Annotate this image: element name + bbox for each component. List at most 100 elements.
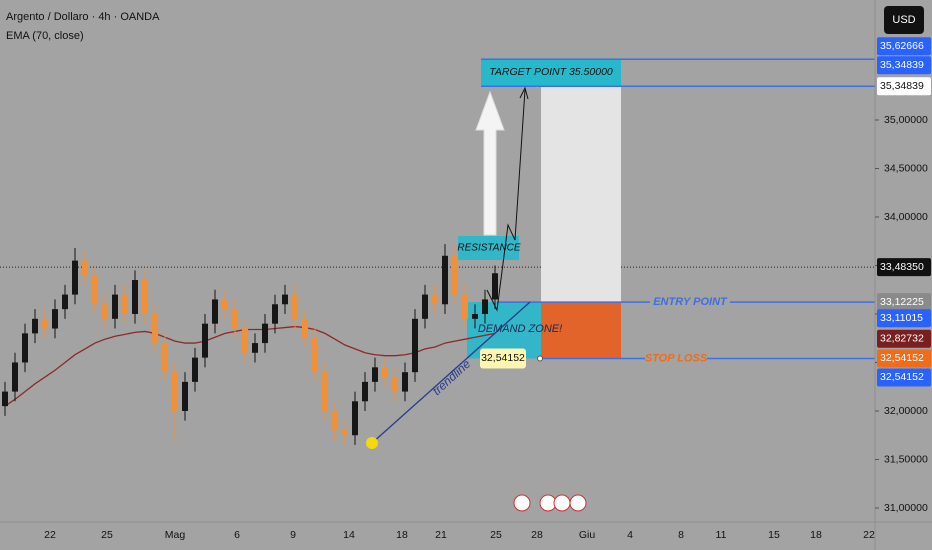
candle-body [322,372,328,411]
candle-body [332,410,338,431]
x-tick-label: 25 [101,529,113,541]
candle-body [252,343,258,353]
x-tick-label: 22 [44,529,56,541]
candle-body [92,275,98,305]
candle-body [382,367,388,378]
candle-body [62,294,68,310]
up-arrow [475,90,505,236]
currency-button[interactable] [884,6,924,34]
stop-tag-dot [537,355,543,362]
candle-body [12,362,18,392]
candle-body [192,357,198,382]
candle-body [412,318,418,373]
price-tag-label: 33,48350 [880,261,924,273]
price-tag-label: 32,54152 [880,371,924,383]
price-tag [877,37,931,56]
entry-label: ENTRY POINT [653,296,728,308]
candle-body [272,304,278,324]
event-flags [513,494,587,512]
x-tick-label: 8 [678,529,684,541]
y-tick-label: 35,00000 [884,114,928,126]
price-tag [877,349,931,368]
demand-zone-label: DEMAND ZONE! [478,323,562,335]
y-tick-label: 31,00000 [884,502,928,514]
stop-label: STOP LOSS [645,352,708,364]
x-tick-label: 28 [531,529,543,541]
x-tick-label: Giu [579,529,596,541]
candle-body [172,372,178,411]
candle-body [432,294,438,305]
y-tick-label: 34,00000 [884,211,928,223]
x-tick-label: 21 [435,529,447,541]
price-tag [877,309,931,328]
target-zone [541,86,621,303]
candle-body [292,294,298,319]
candle-body [422,294,428,319]
candle-body [352,401,358,436]
price-tag [877,258,931,277]
resistance-label: RESISTANCE [457,243,520,254]
x-tick-label: 18 [396,529,408,541]
y-tick-label: 31,50000 [884,453,928,465]
x-tick-label: 11 [716,529,727,541]
x-tick-label: 6 [234,529,240,541]
candle-body [362,381,368,402]
swing-low-dot [366,437,378,449]
projection-arrowhead [519,86,529,100]
candle-body [2,391,8,407]
candle-body [162,343,168,373]
y-tick-label: 34,50000 [884,162,928,174]
stop-tag: 32,54152 [481,352,525,364]
stop-label-bg [645,350,707,367]
candle-body [312,338,318,373]
entry-label-bg [650,294,730,311]
projection-path [486,89,526,312]
x-tick-label: 9 [290,529,296,541]
candle-body [232,309,238,329]
trendline [371,301,531,444]
candle-body [442,255,448,305]
chart-title: Argento / Dollaro · 4h · OANDA [6,11,160,23]
price-tag [877,368,931,387]
price-tag-label: 32,54152 [880,352,924,364]
candle-body [242,328,248,353]
candle-body [82,260,88,276]
candle-body [112,294,118,319]
target-box [481,59,621,87]
candle-body [132,280,138,314]
currency[interactable]: USD [892,14,915,26]
candle-body [22,333,28,363]
candle-body [302,318,308,339]
indicator-legend: EMA (70, close) [6,30,84,42]
candle-body [142,280,148,314]
x-tick-label: Mag [165,529,186,541]
candle-body [392,377,398,392]
candle-body [212,299,218,324]
price-tag-label: 35,62666 [880,40,924,52]
price-tag [877,293,931,312]
candle-body [52,309,58,329]
price-tag-label: 33,11015 [880,312,923,324]
plot-area [0,58,875,449]
candle-body [472,313,478,319]
target-label: TARGET POINT 35.50000 [489,66,613,78]
price-tag [877,329,931,348]
candle-body [102,304,108,319]
candle-body [152,313,158,344]
candle-body [482,299,488,314]
x-tick-label: 15 [768,529,780,541]
candle-body [122,294,128,314]
candle-body [342,430,348,436]
candle-body [262,323,268,344]
price-tag [877,77,931,96]
candle-body [452,255,458,295]
x-tick-label: 22 [863,529,875,541]
stop-zone [541,302,621,359]
x-tick-label: 18 [810,529,822,541]
price-tag-label: 35,34839 [880,59,924,71]
candle-body [32,318,38,334]
candle-body [462,294,468,319]
price-tag [877,56,931,75]
candle-body [402,372,408,392]
